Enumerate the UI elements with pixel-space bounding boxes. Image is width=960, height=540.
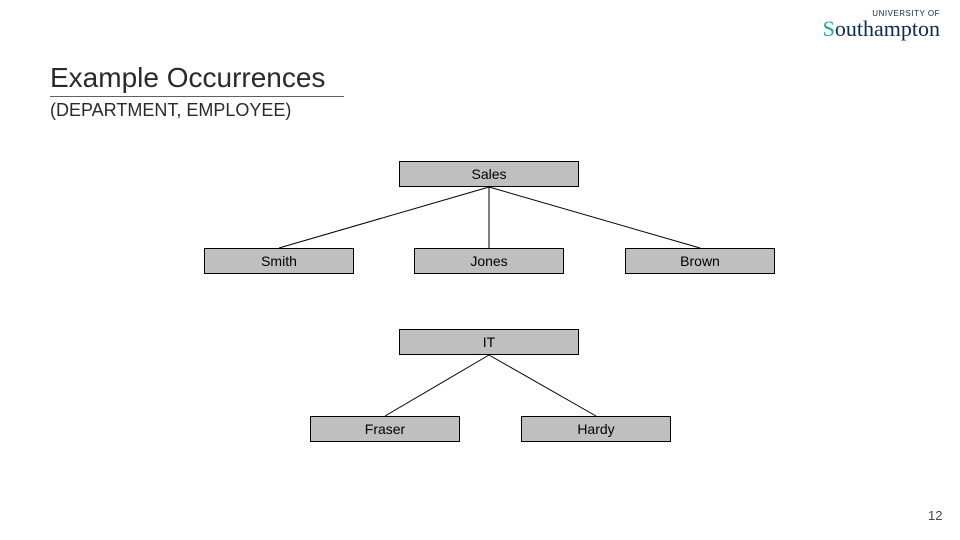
node-brown: Brown <box>625 248 775 274</box>
slide-title: Example Occurrences <box>50 62 325 94</box>
node-smith: Smith <box>204 248 354 274</box>
logo-accent-letter: S <box>823 16 835 41</box>
slide-subtitle: (DEPARTMENT, EMPLOYEE) <box>50 100 291 121</box>
logo-rest: outhampton <box>835 16 940 41</box>
logo-bigtext: Southampton <box>823 18 940 40</box>
node-fraser: Fraser <box>310 416 460 442</box>
node-it: IT <box>399 329 579 355</box>
page-number: 12 <box>928 508 942 523</box>
node-jones: Jones <box>414 248 564 274</box>
university-logo: UNIVERSITY OF Southampton <box>823 10 940 40</box>
node-hardy: Hardy <box>521 416 671 442</box>
title-underline <box>50 96 344 97</box>
node-sales: Sales <box>399 161 579 187</box>
